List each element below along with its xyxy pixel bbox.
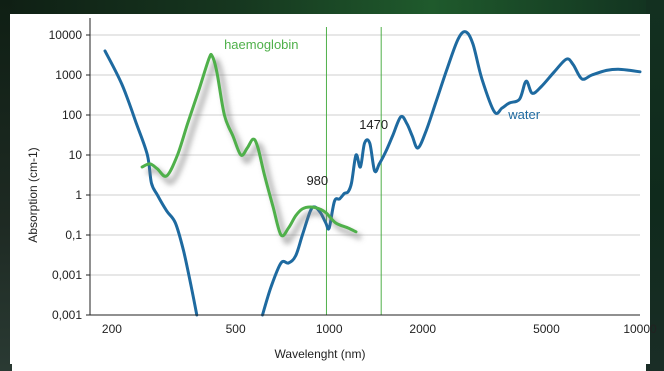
- background-left: [0, 0, 12, 371]
- x-axis-label: Wavelenght (nm): [275, 347, 366, 361]
- grid-lines: [90, 34, 640, 276]
- x-tick-label: 500: [226, 322, 246, 336]
- x-tick-label: 2000: [409, 322, 436, 336]
- water-line-0: [103, 49, 199, 317]
- haemoglobin-shadow: [146, 57, 363, 245]
- y-tick-label: 100: [62, 108, 82, 122]
- axes: [89, 18, 640, 316]
- haemoglobin-line-0: [140, 52, 358, 238]
- y-tick-labels: 0,001 0,001 0,1 1 10 100 1000 10000: [49, 28, 90, 322]
- x-tick-label: 1000: [316, 322, 343, 336]
- marker-label-980: 980: [306, 173, 328, 188]
- haemoglobin-label: haemoglobin: [224, 37, 298, 52]
- water-label: water: [507, 107, 540, 122]
- y-tick-label: 0,001: [52, 268, 82, 282]
- background-right: [646, 0, 664, 371]
- marker-label-1470: 1470: [359, 117, 388, 132]
- x-tick-label: 10000: [623, 322, 657, 336]
- y-tick-label: 1: [75, 188, 82, 202]
- y-tick-label: 0,001: [52, 308, 82, 322]
- y-tick-label: 0,1: [65, 228, 82, 242]
- y-tick-label: 1000: [55, 68, 82, 82]
- y-axis-label: Absorption (cm-1): [26, 147, 40, 242]
- x-tick-labels: 200 500 1000 2000 5000 10000: [102, 322, 657, 336]
- y-tick-label: 10: [69, 148, 83, 162]
- y-tick-label: 10000: [49, 28, 83, 42]
- x-tick-label: 200: [102, 322, 122, 336]
- marker-lines: [325, 27, 382, 315]
- series-group: [103, 30, 642, 317]
- x-tick-label: 5000: [533, 322, 560, 336]
- series-labels: 980 1470 water haemoglobin: [224, 37, 541, 188]
